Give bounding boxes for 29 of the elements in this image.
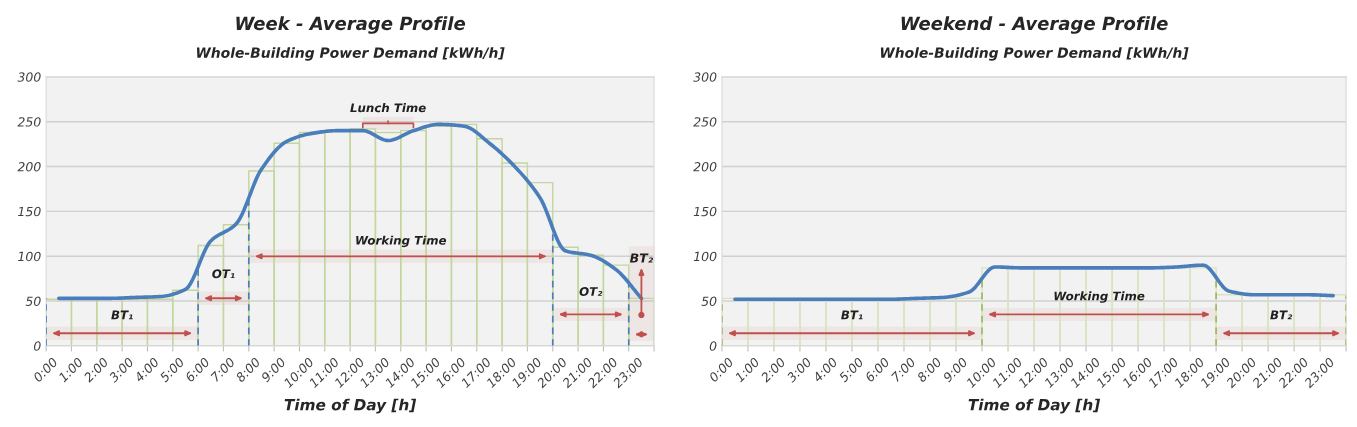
band-label: BT₁ xyxy=(111,310,133,320)
band-label: Working Time xyxy=(356,235,447,248)
y-tick-label: 300 xyxy=(17,72,41,82)
band-label: Working Time xyxy=(1054,291,1145,303)
y-tick-label: 200 xyxy=(693,162,717,172)
y-tick-label: 300 xyxy=(693,72,717,82)
chart-title: Week - Average Profile xyxy=(236,16,466,34)
chart-subtitle: Whole-Building Power Demand [kWh/h] xyxy=(880,47,1189,61)
chart-subtitle: Whole-Building Power Demand [kWh/h] xyxy=(196,47,505,61)
y-tick-label: 0 xyxy=(33,341,41,351)
y-tick-label: 100 xyxy=(693,251,717,262)
band-label: OT₂ xyxy=(579,287,603,296)
y-tick-label: 200 xyxy=(17,162,41,172)
band-label: Lunch Time xyxy=(350,103,426,113)
y-tick-label: 50 xyxy=(25,296,41,306)
band-label: BT₁ xyxy=(841,310,863,320)
x-axis-title: Time of Day [h] xyxy=(968,398,1101,414)
chart-title: Weekend - Average Profile xyxy=(901,16,1168,34)
x-axis-title: Time of Day [h] xyxy=(284,398,417,414)
band-label: BT₂ xyxy=(629,253,654,263)
y-tick-label: 150 xyxy=(693,206,717,217)
y-tick-label: 150 xyxy=(18,206,41,217)
y-tick-label: 50 xyxy=(701,296,717,306)
y-tick-label: 250 xyxy=(693,117,717,127)
y-tick-label: 250 xyxy=(17,117,41,127)
band-label: BT₂ xyxy=(1270,310,1293,320)
band-label: OT₁ xyxy=(212,269,235,279)
y-tick-label: 0 xyxy=(709,341,717,351)
y-tick-label: 100 xyxy=(18,251,41,262)
